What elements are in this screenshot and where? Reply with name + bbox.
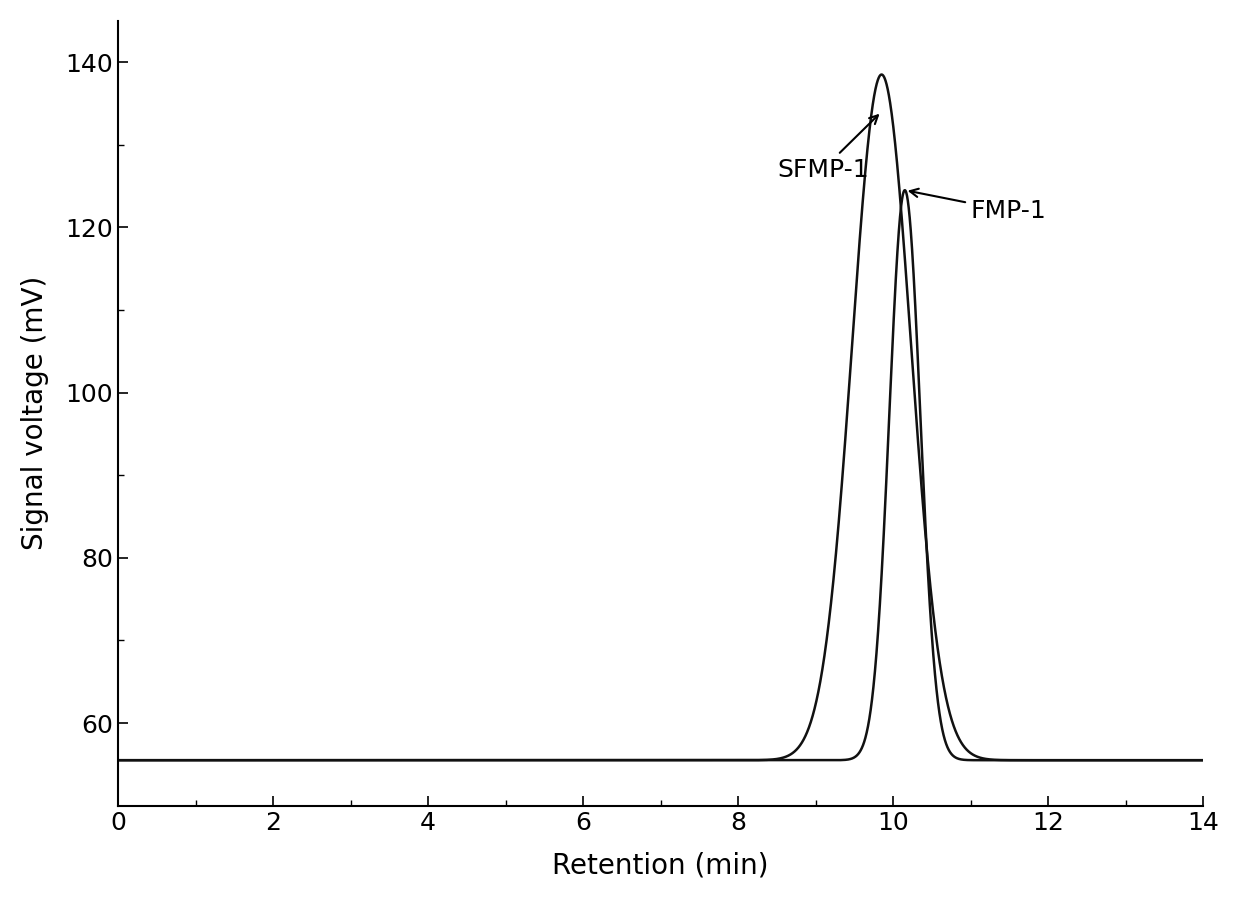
X-axis label: Retention (min): Retention (min) <box>553 851 769 879</box>
Text: FMP-1: FMP-1 <box>910 189 1047 223</box>
Y-axis label: Signal voltage (mV): Signal voltage (mV) <box>21 276 48 551</box>
Text: SFMP-1: SFMP-1 <box>777 115 878 182</box>
